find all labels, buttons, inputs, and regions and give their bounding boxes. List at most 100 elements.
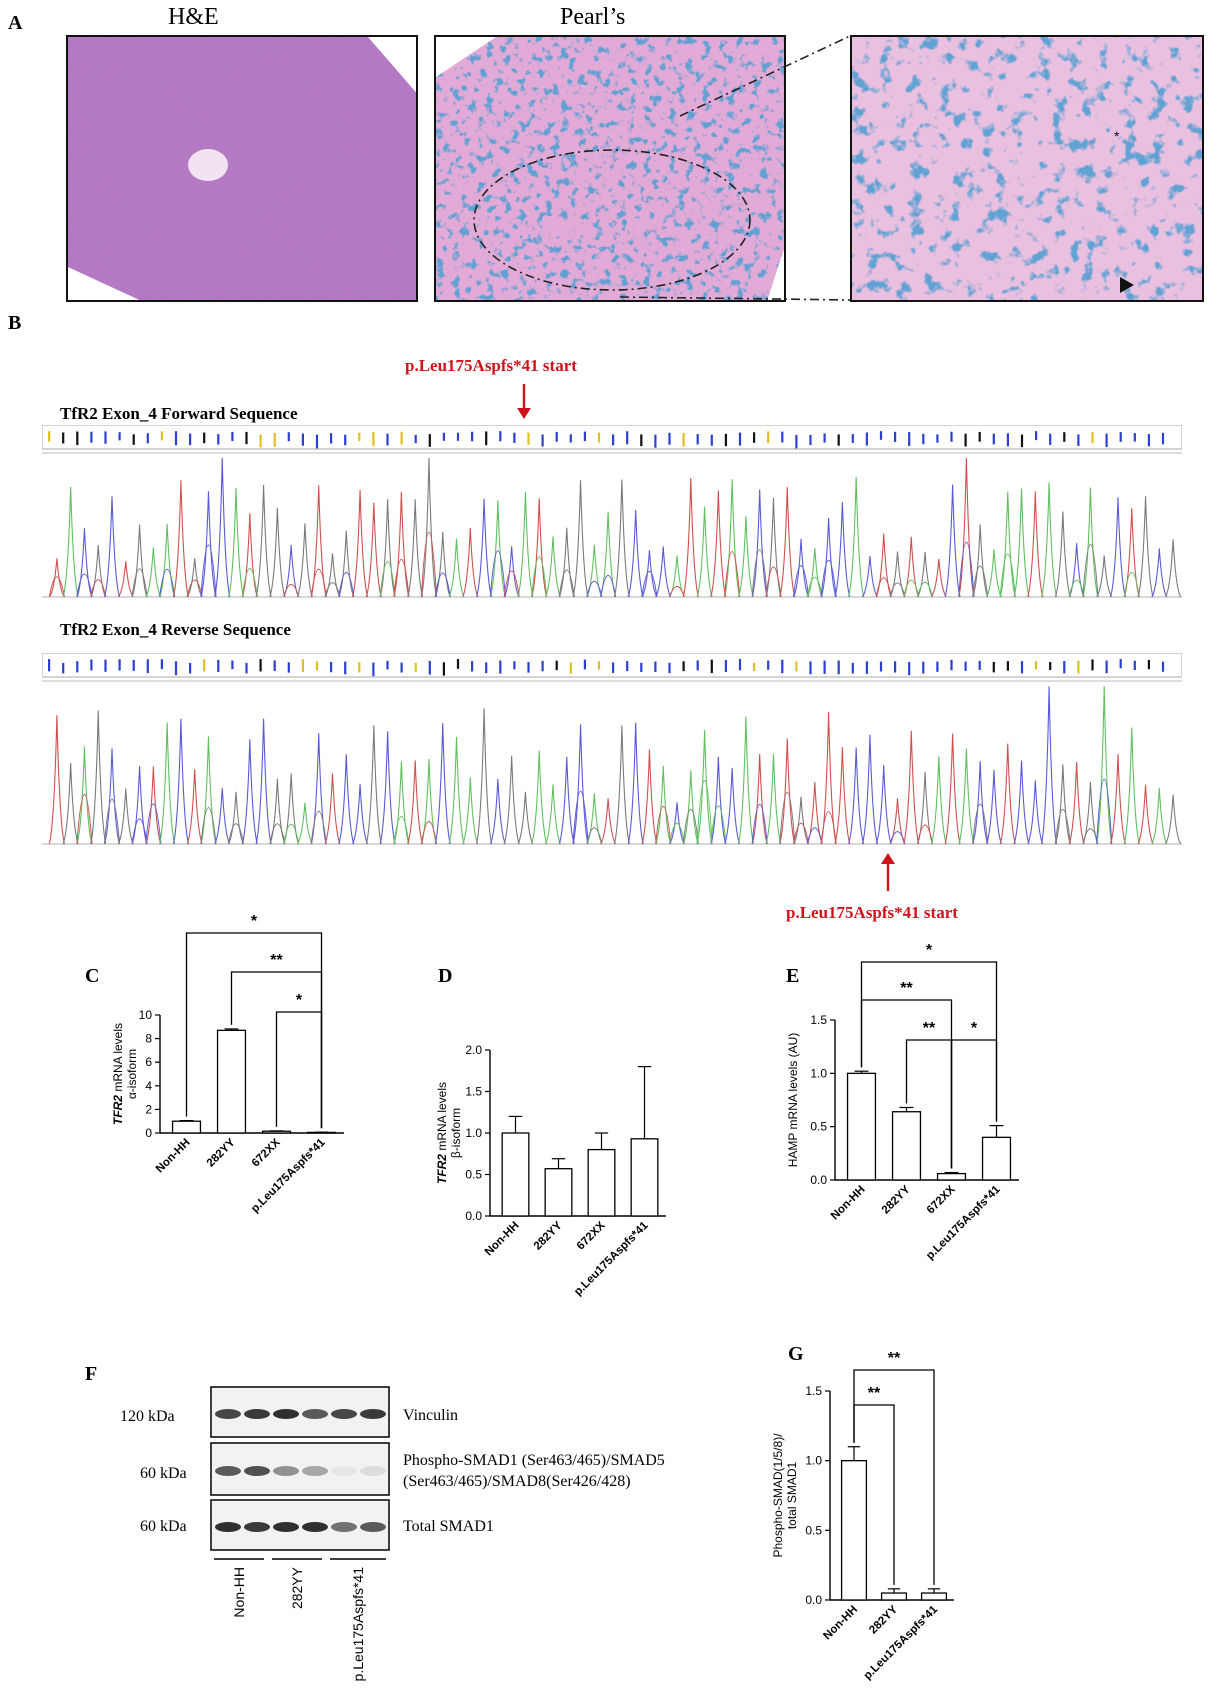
trace-peak-secondary <box>1096 778 1113 845</box>
significance-stars: ** <box>270 952 283 969</box>
trace-peak <box>903 730 920 845</box>
bar <box>981 1136 1012 1181</box>
reverse-sequence-title: TfR2 Exon_4 Reverse Sequence <box>60 620 291 639</box>
y-tick-label: 4 <box>145 1079 152 1093</box>
trace-peak-secondary <box>655 806 672 845</box>
base-call-mark <box>682 661 685 672</box>
y-tick-label: 0.5 <box>810 1120 827 1134</box>
base-call-mark <box>273 433 276 447</box>
base-call-mark <box>76 661 79 673</box>
trace-peak <box>572 724 589 845</box>
trace-peak-secondary <box>283 583 300 598</box>
trace-peak <box>930 756 947 845</box>
base-call-mark <box>62 432 65 444</box>
trace-peak <box>338 754 355 845</box>
base-call-mark <box>597 661 601 670</box>
trace-peak-secondary <box>90 579 107 598</box>
base-call-mark <box>287 432 290 442</box>
trace-peak-secondary <box>1068 579 1085 598</box>
trace-peak-secondary <box>586 827 603 845</box>
base-call-mark <box>823 433 826 443</box>
base-call-mark <box>245 662 248 674</box>
base-call-mark <box>626 431 629 445</box>
blot-band <box>244 1522 270 1532</box>
x-category-label: 672XX <box>925 1183 958 1216</box>
panel-g-letter: G <box>788 1343 804 1365</box>
mutation-arrow-bottom <box>881 853 895 891</box>
trace-peak <box>255 718 272 845</box>
x-category-label: 282YY <box>532 1219 565 1252</box>
base-call-mark <box>499 431 502 442</box>
base-call-mark <box>851 434 854 443</box>
trace-peak-secondary <box>820 811 837 845</box>
trace-peak <box>834 747 851 845</box>
zoom-connector-lines <box>619 35 851 301</box>
x-category-label: Non-HH <box>829 1184 868 1223</box>
significance-stars: * <box>296 992 303 1009</box>
trace-peak <box>641 749 658 845</box>
significance-stars: * <box>926 942 933 959</box>
trace-peak <box>131 524 148 598</box>
blot-band <box>331 1466 357 1476</box>
trace-peak <box>875 765 892 845</box>
base-call-mark <box>90 431 93 443</box>
trace-peak-secondary <box>710 805 727 845</box>
trace-peak-secondary <box>820 560 837 598</box>
base-call-mark <box>400 431 403 445</box>
trace-peak-secondary <box>889 831 906 845</box>
trace-peak <box>503 546 520 598</box>
trace-peak-secondary <box>200 544 217 598</box>
y-tick-label: 10 <box>139 1008 153 1022</box>
base-call-mark <box>344 434 347 446</box>
trace-peak <box>186 558 203 598</box>
base-call-mark <box>626 661 629 672</box>
trace-peak-secondary <box>503 570 520 598</box>
trace-peak <box>1068 543 1085 598</box>
base-call-mark <box>1147 434 1150 447</box>
trace-peak <box>682 478 699 598</box>
trace-peak <box>917 551 934 598</box>
trace-peak-secondary <box>806 576 823 598</box>
trace-peak-secondary <box>379 561 396 598</box>
trace-peak <box>806 547 823 598</box>
trace-peak <box>1151 788 1168 845</box>
trace-peak <box>627 722 644 845</box>
base-call-mark <box>301 659 304 672</box>
mutation-arrow-top <box>517 384 531 419</box>
trace-peak-secondary <box>586 580 603 598</box>
base-call-mark <box>203 432 206 444</box>
trace-peak-secondary <box>668 822 686 845</box>
base-call-mark <box>1035 661 1038 670</box>
trace-peak <box>407 499 424 598</box>
x-category-label: p.Leu175Aspfs*41 <box>249 1136 328 1215</box>
x-category-label: 282YY <box>867 1603 900 1636</box>
base-call-mark <box>724 660 727 672</box>
trace-peak <box>255 484 272 598</box>
base-call-mark <box>76 431 79 446</box>
trace-peak-secondary <box>999 553 1016 598</box>
blot-kda-total: 60 kDa <box>140 1518 187 1535</box>
trace-peak-secondary <box>958 541 975 598</box>
significance-bracket <box>950 1039 998 1169</box>
base-call-mark <box>978 660 981 670</box>
base-call-mark <box>696 660 699 671</box>
base-call-mark <box>936 661 939 672</box>
trace-peak <box>1137 784 1154 845</box>
base-call-mark <box>724 433 727 447</box>
trace-peak <box>737 716 755 845</box>
base-call-mark <box>471 661 474 672</box>
base-call-mark <box>936 434 939 443</box>
blot-group-labels: Non-HH 282YY p.Leu175Aspfs*41 <box>214 1558 386 1682</box>
y-axis-label: HAMP mRNA levels (AU) <box>786 1033 800 1167</box>
trace-peak <box>475 708 493 845</box>
trace-peak <box>1165 539 1182 598</box>
blot-band <box>273 1466 299 1476</box>
trace-peak <box>696 506 713 598</box>
y-tick-label: 1.0 <box>805 1454 822 1468</box>
blot-group-label: p.Leu175Aspfs*41 <box>350 1567 366 1682</box>
trace-peak-secondary <box>696 779 713 845</box>
trace-peak <box>737 516 755 598</box>
base-call-mark <box>414 434 417 444</box>
trace-peak <box>434 723 451 845</box>
base-call-mark <box>1161 432 1165 445</box>
